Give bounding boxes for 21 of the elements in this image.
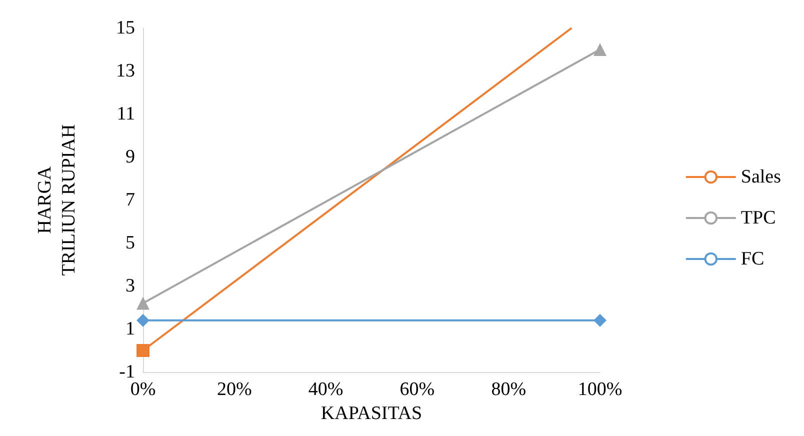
point [594, 314, 606, 327]
y-tick-label: 15 [116, 18, 135, 38]
legend-label: Sales [740, 166, 782, 188]
y-tick-label: 11 [116, 104, 135, 124]
y-tick-label: 7 [126, 190, 135, 210]
point [136, 314, 150, 327]
x-axis-title: KAPASITAS [320, 403, 422, 424]
y-tick-label: 9 [126, 146, 135, 168]
y-tick-label: 13 [116, 60, 135, 82]
x-tick-label: 80% [491, 379, 526, 400]
point [136, 344, 150, 357]
x-tick-label: 60% [400, 379, 435, 400]
legend-label: TPC [740, 208, 776, 228]
x-tick-label: 20% [216, 379, 252, 400]
y-tick-label: 1 [126, 318, 135, 340]
x-tick-label: 100% [578, 379, 622, 400]
y-tick-label: 3 [126, 276, 135, 296]
y-axis-title: HARGA TRILIUN RUPIAH [34, 124, 80, 276]
y-tick-label: 5 [126, 232, 135, 254]
legend-label: FC [740, 248, 764, 270]
x-tick-label: 40% [308, 379, 344, 400]
